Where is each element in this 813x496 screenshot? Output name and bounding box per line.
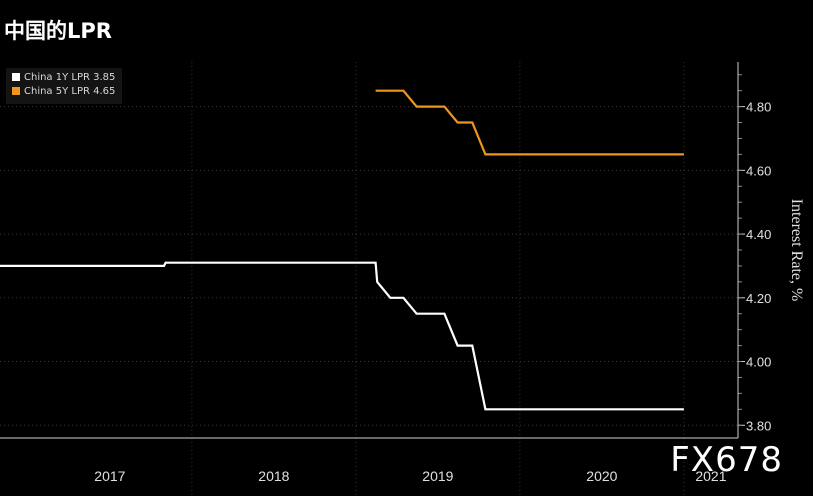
xtick-label-2018: 2018 bbox=[258, 468, 289, 484]
y-axis-title: Interest Rate, % bbox=[788, 199, 805, 302]
ytick-label-2: 4.20 bbox=[746, 291, 771, 306]
xtick-label-2019: 2019 bbox=[422, 468, 453, 484]
legend-item-5y: China 5Y LPR 4.65 bbox=[12, 86, 115, 97]
chart-title: 中国的LPR bbox=[4, 19, 112, 43]
ytick-label-1: 4.00 bbox=[746, 355, 771, 370]
legend-label-1y: China 1Y LPR 3.85 bbox=[24, 72, 116, 83]
watermark: FX678 bbox=[670, 440, 783, 480]
legend-item-1y: China 1Y LPR 3.85 bbox=[12, 72, 115, 83]
series-line-1y bbox=[0, 261, 684, 411]
ytick-label-0: 3.80 bbox=[746, 418, 771, 433]
xtick-label-2021: 2021 bbox=[695, 468, 726, 484]
ytick-label-4: 4.60 bbox=[746, 163, 771, 178]
axes bbox=[0, 62, 745, 439]
ytick-label-5: 4.80 bbox=[746, 100, 771, 115]
legend-swatch-1y bbox=[12, 73, 20, 81]
xtick-label-2020: 2020 bbox=[586, 468, 617, 484]
legend-swatch-5y bbox=[12, 87, 20, 95]
series-lines bbox=[0, 89, 684, 411]
xtick-label-2017: 2017 bbox=[94, 468, 125, 484]
axis-labels: 3.80 4.00 4.20 4.40 4.60 4.80 2017 2018 2019 2020… bbox=[94, 100, 805, 484]
legend-label-5y: China 5Y LPR 4.65 bbox=[24, 86, 116, 97]
series-line-5y bbox=[375, 89, 684, 156]
legend: China 1Y LPR 3.85 China 5Y LPR 4.65 bbox=[6, 68, 122, 104]
gridlines bbox=[0, 62, 738, 496]
ytick-label-3: 4.40 bbox=[746, 227, 771, 242]
